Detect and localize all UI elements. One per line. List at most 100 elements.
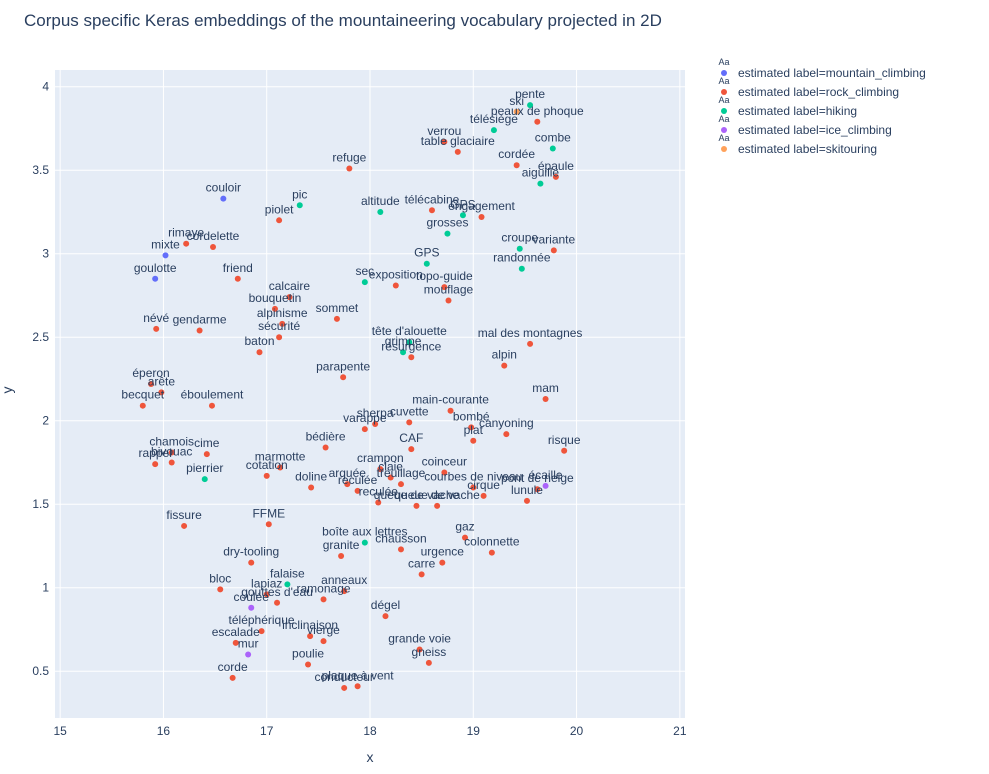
data-point[interactable] xyxy=(375,499,382,506)
data-point[interactable] xyxy=(518,265,525,272)
data-point[interactable] xyxy=(256,349,263,356)
data-point[interactable] xyxy=(258,628,265,635)
data-point[interactable] xyxy=(210,244,217,251)
data-point[interactable] xyxy=(181,522,188,529)
data-point[interactable] xyxy=(397,481,404,488)
data-point[interactable] xyxy=(248,604,255,611)
data-point[interactable] xyxy=(274,599,281,606)
data-point[interactable] xyxy=(406,419,413,426)
data-point[interactable] xyxy=(284,581,291,588)
data-point[interactable] xyxy=(372,421,379,428)
data-point[interactable] xyxy=(550,247,557,254)
data-point[interactable] xyxy=(534,118,541,125)
data-point[interactable] xyxy=(406,339,413,346)
data-point[interactable] xyxy=(183,240,190,247)
data-point[interactable] xyxy=(441,138,448,145)
data-point[interactable] xyxy=(459,212,466,219)
data-point[interactable] xyxy=(338,553,345,559)
data-point[interactable] xyxy=(470,484,477,491)
data-point[interactable] xyxy=(344,481,351,488)
data-point[interactable] xyxy=(447,407,454,414)
data-point[interactable] xyxy=(201,476,208,483)
data-point[interactable] xyxy=(232,639,239,646)
data-point[interactable] xyxy=(361,279,368,286)
data-point[interactable] xyxy=(276,217,283,224)
data-point[interactable] xyxy=(203,451,210,458)
data-point[interactable] xyxy=(439,559,446,566)
data-point[interactable] xyxy=(527,102,534,109)
data-point[interactable] xyxy=(387,474,394,481)
data-point[interactable] xyxy=(234,275,241,282)
data-point[interactable] xyxy=(527,340,534,347)
data-point[interactable] xyxy=(397,546,404,553)
data-point[interactable] xyxy=(445,297,452,304)
data-point[interactable] xyxy=(516,245,523,252)
data-point[interactable] xyxy=(229,674,236,681)
data-point[interactable] xyxy=(265,521,272,528)
data-point[interactable] xyxy=(552,173,559,180)
data-point[interactable] xyxy=(279,320,286,327)
data-point[interactable] xyxy=(346,165,353,172)
data-point[interactable] xyxy=(320,596,327,603)
data-point[interactable] xyxy=(480,492,487,499)
data-point[interactable] xyxy=(490,127,497,134)
data-point[interactable] xyxy=(307,633,314,640)
data-point[interactable] xyxy=(361,539,368,546)
data-point[interactable] xyxy=(152,275,159,282)
data-point[interactable] xyxy=(148,380,155,387)
data-point[interactable] xyxy=(382,613,389,620)
data-point[interactable] xyxy=(478,213,485,220)
data-point[interactable] xyxy=(158,389,165,396)
data-point[interactable] xyxy=(425,659,432,666)
data-point[interactable] xyxy=(423,260,430,267)
data-point[interactable] xyxy=(434,502,441,509)
data-point[interactable] xyxy=(561,447,568,454)
data-point[interactable] xyxy=(537,180,544,187)
data-point[interactable] xyxy=(277,464,284,471)
data-point[interactable] xyxy=(248,559,255,566)
data-point[interactable] xyxy=(408,446,415,453)
data-point[interactable] xyxy=(354,683,361,690)
data-point[interactable] xyxy=(308,484,315,491)
data-point[interactable] xyxy=(501,362,508,369)
data-point[interactable] xyxy=(168,459,175,466)
data-point[interactable] xyxy=(549,145,556,152)
data-point[interactable] xyxy=(468,424,475,431)
data-point[interactable] xyxy=(305,661,312,668)
data-point[interactable] xyxy=(542,396,549,403)
data-point[interactable] xyxy=(168,449,175,456)
data-point[interactable] xyxy=(208,402,215,409)
data-point[interactable] xyxy=(361,426,368,433)
data-point[interactable] xyxy=(341,684,348,691)
data-point[interactable] xyxy=(271,305,278,312)
data-point[interactable] xyxy=(220,195,227,202)
data-point[interactable] xyxy=(276,334,283,341)
data-point[interactable] xyxy=(444,230,451,237)
data-point[interactable] xyxy=(162,252,169,259)
data-point[interactable] xyxy=(340,374,347,381)
data-point[interactable] xyxy=(428,207,435,214)
data-point[interactable] xyxy=(418,571,425,578)
data-point[interactable] xyxy=(441,284,448,291)
data-point[interactable] xyxy=(322,444,329,451)
data-point[interactable] xyxy=(296,202,303,209)
data-point[interactable] xyxy=(320,638,327,645)
data-point[interactable] xyxy=(263,472,270,479)
data-point[interactable] xyxy=(217,586,224,593)
data-point[interactable] xyxy=(139,402,146,409)
data-point[interactable] xyxy=(377,466,384,473)
data-point[interactable] xyxy=(377,208,384,215)
data-point[interactable] xyxy=(196,327,203,334)
data-point[interactable] xyxy=(454,148,461,155)
data-point[interactable] xyxy=(470,437,477,444)
data-point[interactable] xyxy=(354,487,361,494)
data-point[interactable] xyxy=(534,486,541,493)
data-point[interactable] xyxy=(462,534,469,541)
data-point[interactable] xyxy=(263,591,270,598)
data-point[interactable] xyxy=(542,482,549,489)
data-point[interactable] xyxy=(333,315,340,322)
data-point[interactable] xyxy=(488,549,495,556)
data-point[interactable] xyxy=(413,502,420,509)
data-point[interactable] xyxy=(152,461,159,468)
data-point[interactable] xyxy=(153,325,160,332)
